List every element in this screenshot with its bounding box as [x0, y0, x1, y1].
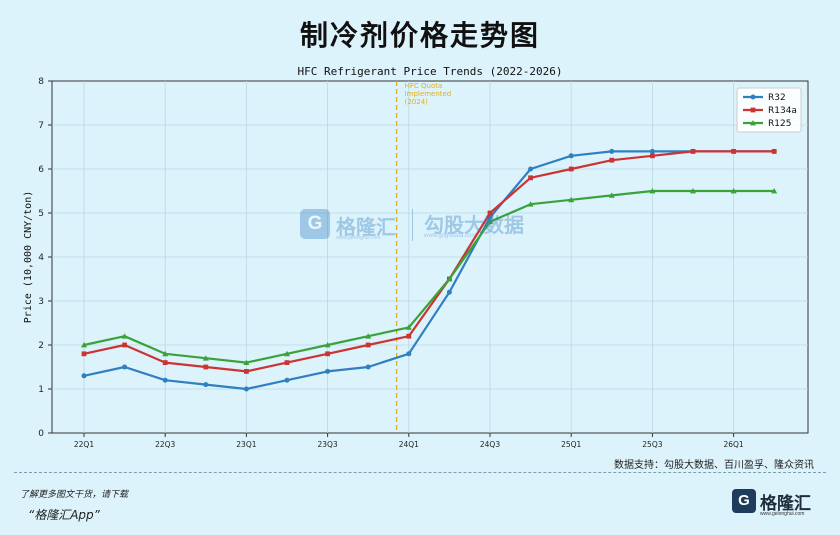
y-tick-label: 4 — [38, 253, 44, 263]
footer-logo-icon: G — [732, 489, 756, 513]
x-tick-label: 26Q1 — [723, 440, 743, 449]
data-point — [284, 350, 290, 357]
data-point — [81, 351, 87, 357]
x-tick-label: 23Q1 — [236, 440, 256, 449]
data-point — [406, 333, 412, 339]
data-point — [325, 368, 331, 374]
annotation-text: Implemented — [405, 90, 452, 98]
y-tick-label: 1 — [38, 385, 44, 395]
data-point — [446, 289, 452, 295]
data-point — [731, 149, 736, 154]
annotation-text: HFC Quota — [405, 82, 443, 90]
legend-label-r134a: R134a — [768, 106, 797, 116]
data-point — [284, 377, 290, 383]
data-point — [568, 196, 575, 203]
data-point — [122, 342, 127, 348]
data-point — [568, 166, 574, 172]
data-point — [162, 360, 168, 365]
page-title: 制冷剂价格走势图 — [299, 19, 540, 52]
y-tick-label: 8 — [38, 77, 44, 87]
x-tick-label: 25Q3 — [642, 440, 662, 449]
data-point — [203, 364, 209, 370]
series-line-r125 — [83, 189, 775, 364]
data-point — [365, 342, 371, 348]
y-tick-label: 5 — [38, 209, 44, 219]
y-tick-label: 2 — [38, 341, 44, 351]
data-point — [406, 351, 412, 357]
x-tick-label: 24Q3 — [480, 440, 500, 449]
legend-label-r32: R32 — [768, 93, 786, 103]
data-point — [365, 364, 371, 370]
series-line-r32 — [83, 150, 775, 391]
data-point — [528, 166, 534, 172]
legend-label-r125: R125 — [768, 119, 791, 129]
footer-divider — [14, 472, 826, 473]
data-point — [81, 342, 87, 348]
data-point — [609, 148, 615, 154]
y-tick-label: 7 — [38, 121, 44, 131]
data-point — [690, 188, 696, 194]
y-tick-label: 6 — [38, 165, 44, 175]
data-point — [771, 188, 778, 194]
data-point — [527, 201, 534, 207]
data-point — [121, 333, 128, 339]
footer-logo-name: 格隆汇 — [760, 494, 811, 514]
x-tick-label: 22Q3 — [155, 440, 175, 449]
price-trend-chart: HFC Refrigerant Price Trends (2022-2026)… — [23, 65, 809, 449]
data-point — [202, 355, 209, 361]
data-point — [568, 153, 574, 159]
y-tick-label: 0 — [38, 429, 44, 439]
series-line-r134a — [83, 150, 775, 373]
data-point — [609, 157, 615, 163]
footer-hint: 了解更多图文干货，请下载 — [20, 490, 129, 500]
data-point — [487, 210, 493, 216]
data-point — [771, 149, 777, 154]
legend-marker — [750, 107, 756, 113]
footer-logo-url: www.gelonghui.com — [760, 511, 805, 517]
source-note: 数据支持：勾股大数据、百川盈孚、隆众资讯 — [614, 460, 814, 471]
data-point — [405, 324, 412, 330]
x-tick-label: 22Q1 — [74, 440, 94, 449]
data-point — [528, 175, 533, 181]
x-tick-label: 25Q1 — [561, 440, 581, 449]
footer-logo: G 格隆汇 www.gelonghui.com — [732, 487, 818, 521]
legend-marker — [750, 94, 756, 100]
footer-app-name: “格隆汇App” — [28, 508, 100, 522]
data-point — [608, 192, 615, 198]
chart-title: HFC Refrigerant Price Trends (2022-2026) — [298, 65, 563, 78]
data-point — [650, 153, 655, 159]
data-point — [243, 386, 249, 392]
data-point — [690, 149, 696, 154]
legend-marker — [750, 120, 756, 126]
y-tick-label: 3 — [38, 297, 44, 307]
data-point — [162, 377, 168, 383]
data-point — [203, 382, 209, 388]
data-point — [365, 333, 372, 339]
data-point — [446, 276, 453, 282]
data-point — [284, 360, 290, 365]
data-point — [162, 350, 169, 357]
data-point — [649, 188, 656, 194]
data-point — [81, 373, 87, 379]
data-point — [325, 351, 330, 357]
data-point — [324, 342, 331, 348]
x-tick-label: 23Q3 — [317, 440, 337, 449]
annotation-text: (2024) — [405, 98, 429, 106]
x-tick-label: 24Q1 — [399, 440, 419, 449]
y-axis-label: Price (10,000 CNY/ton) — [23, 191, 34, 323]
data-point — [649, 148, 655, 154]
data-point — [730, 188, 737, 194]
data-point — [122, 364, 128, 370]
data-point — [244, 369, 249, 374]
data-point — [487, 218, 493, 225]
data-point — [243, 359, 250, 365]
